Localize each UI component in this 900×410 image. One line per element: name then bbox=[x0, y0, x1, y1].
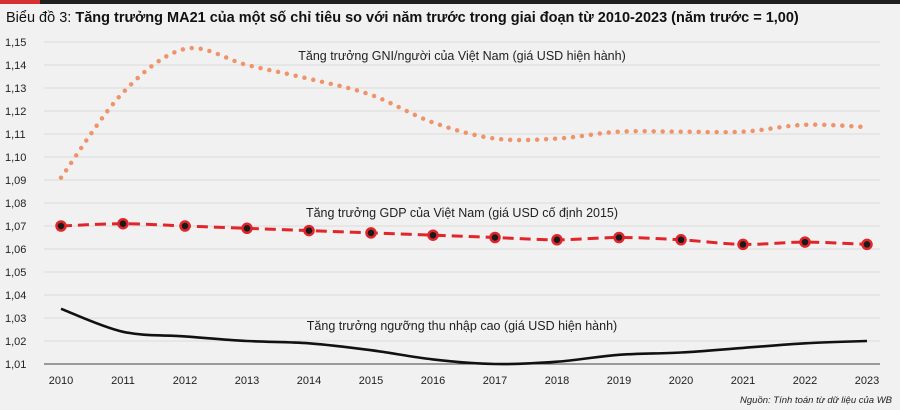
y-tick-label: 1,13 bbox=[5, 83, 26, 95]
x-tick-label: 2021 bbox=[731, 375, 755, 387]
series-marker-gdp bbox=[737, 238, 749, 251]
y-tick-label: 1,11 bbox=[5, 129, 26, 141]
y-axis: 1,01 1,02 1,03 1,04 1,05 1,06 1,07 1,08 1,09 1,10… bbox=[5, 37, 26, 371]
series-marker-gdp bbox=[55, 220, 67, 232]
y-tick-label: 1,08 bbox=[5, 198, 26, 210]
series-label-high_income: Tăng trưởng ngưỡng thu nhập cao (giá USD… bbox=[307, 319, 617, 333]
x-tick-label: 2020 bbox=[669, 375, 693, 387]
series-marker-gdp bbox=[179, 220, 191, 232]
series bbox=[55, 45, 873, 366]
y-tick-label: 1,03 bbox=[5, 313, 26, 325]
x-tick-label: 2014 bbox=[297, 375, 321, 387]
series-marker-gdp bbox=[427, 229, 439, 241]
source-note: Nguồn: Tính toán từ dữ liệu của WB bbox=[740, 395, 892, 406]
top-bar bbox=[0, 0, 900, 4]
y-tick-label: 1,15 bbox=[5, 37, 26, 49]
y-tick-label: 1,10 bbox=[5, 152, 26, 164]
series-marker-gdp bbox=[365, 227, 377, 239]
series-marker-gdp bbox=[551, 234, 563, 246]
grid bbox=[44, 41, 880, 365]
series-label-gni: Tăng trưởng GNI/người của Việt Nam (giá … bbox=[298, 49, 626, 63]
y-tick-label: 1,14 bbox=[5, 60, 26, 72]
series-line-high_income bbox=[60, 307, 868, 366]
x-tick-label: 2015 bbox=[359, 375, 383, 387]
chart-title: Biểu đồ 3: Tăng trưởng MA21 của một số c… bbox=[6, 10, 799, 26]
series-marker-gdp bbox=[613, 231, 625, 244]
y-tick-label: 1,02 bbox=[5, 336, 26, 348]
y-tick-label: 1,01 bbox=[5, 359, 26, 371]
series-line-gni bbox=[58, 45, 870, 180]
x-tick-label: 2013 bbox=[235, 375, 259, 387]
x-axis: 2010 2011 2012 2013 2014 2015 2016 2017 2018 2019… bbox=[49, 375, 879, 387]
x-tick-label: 2023 bbox=[855, 375, 879, 387]
series-marker-gdp bbox=[117, 217, 129, 230]
series-marker-gdp bbox=[303, 224, 315, 237]
x-tick-label: 2019 bbox=[607, 375, 631, 387]
x-tick-label: 2016 bbox=[421, 375, 445, 387]
x-tick-label: 2011 bbox=[111, 375, 135, 387]
series-marker-gdp bbox=[241, 222, 253, 235]
x-tick-label: 2022 bbox=[793, 375, 817, 387]
y-tick-label: 1,04 bbox=[5, 290, 26, 302]
x-tick-label: 2018 bbox=[545, 375, 569, 387]
y-tick-label: 1,07 bbox=[5, 221, 26, 233]
top-bar-accent bbox=[0, 0, 40, 4]
chart-title-text: Tăng trưởng MA21 của một số chỉ tiêu so … bbox=[75, 10, 799, 26]
x-tick-label: 2012 bbox=[173, 375, 197, 387]
y-tick-label: 1,09 bbox=[5, 175, 26, 187]
chart-title-label: Biểu đồ 3: bbox=[6, 10, 72, 26]
y-tick-label: 1,12 bbox=[5, 106, 26, 118]
x-tick-label: 2017 bbox=[483, 375, 507, 387]
series-marker-gdp bbox=[799, 236, 811, 248]
series-labels: Tăng trưởng GNI/người của Việt Nam (giá … bbox=[298, 49, 626, 333]
y-tick-label: 1,05 bbox=[5, 267, 26, 279]
series-marker-gdp bbox=[861, 238, 873, 251]
y-tick-label: 1,06 bbox=[5, 244, 26, 256]
series-marker-gdp bbox=[675, 234, 687, 246]
x-tick-label: 2010 bbox=[49, 375, 73, 387]
series-marker-gdp bbox=[489, 231, 501, 244]
series-label-gdp: Tăng trưởng GDP của Việt Nam (giá USD cố… bbox=[306, 206, 618, 220]
